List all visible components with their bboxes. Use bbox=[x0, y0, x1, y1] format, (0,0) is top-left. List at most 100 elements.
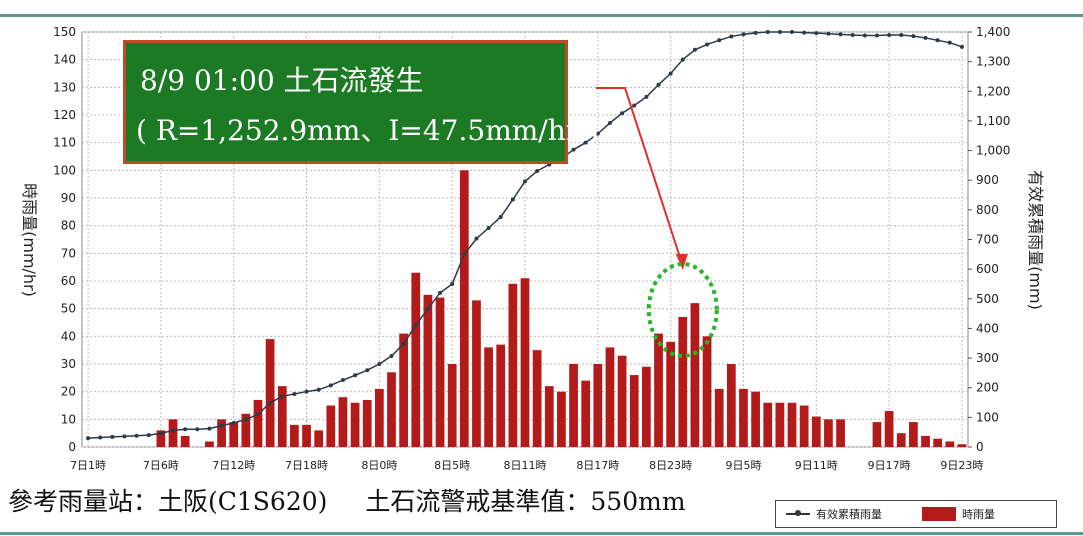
x-tick-label: 7日18時 bbox=[285, 459, 328, 472]
hourly-bar bbox=[557, 391, 566, 447]
hourly-bar bbox=[435, 297, 445, 447]
cumulative-point bbox=[814, 31, 819, 36]
cumulative-point bbox=[413, 323, 418, 328]
hourly-bar bbox=[642, 366, 651, 447]
cumulative-point bbox=[656, 82, 661, 87]
cumulative-point bbox=[474, 236, 479, 241]
legend-bar-swatch bbox=[922, 507, 956, 521]
cumulative-point bbox=[377, 362, 382, 366]
cumulative-point bbox=[887, 32, 892, 37]
hourly-bar bbox=[156, 430, 166, 447]
x-tick-label: 8日11時 bbox=[504, 459, 547, 472]
hourly-bar bbox=[702, 336, 712, 447]
hourly-rain-bars bbox=[156, 170, 967, 448]
hourly-bar bbox=[265, 339, 275, 447]
hourly-bar bbox=[326, 405, 336, 447]
cumulative-point bbox=[741, 32, 746, 37]
cumulative-point bbox=[462, 252, 467, 257]
cumulative-point bbox=[389, 353, 394, 358]
cumulative-point bbox=[316, 387, 321, 392]
cumulative-point bbox=[122, 434, 127, 439]
cumulative-point bbox=[498, 214, 503, 219]
y2-tick-label: 1,000 bbox=[976, 144, 1010, 158]
y-tick-label: 90 bbox=[61, 191, 76, 205]
hourly-bar bbox=[205, 441, 214, 447]
legend-cumulative-label: 有效累積雨量 bbox=[816, 508, 882, 521]
cumulative-point bbox=[328, 383, 333, 388]
y2-axis-ticks: 0 100 200 300 400 500 600 700 800 900 1,000 1,100 1,… bbox=[968, 25, 1010, 454]
hourly-bar bbox=[654, 333, 663, 447]
y-tick-label: 10 bbox=[61, 412, 76, 426]
cumulative-point bbox=[146, 433, 151, 438]
y2-tick-label: 800 bbox=[976, 203, 999, 217]
cumulative-point bbox=[753, 30, 758, 35]
cumulative-point bbox=[705, 42, 710, 47]
x-tick-label: 8日17時 bbox=[576, 459, 619, 472]
x-tick-label: 8日0時 bbox=[361, 459, 397, 472]
hourly-bar bbox=[362, 399, 372, 447]
y2-tick-label: 1,100 bbox=[976, 114, 1010, 128]
cumulative-point bbox=[110, 434, 115, 439]
y2-tick-label: 300 bbox=[976, 351, 999, 365]
cumulative-point bbox=[365, 368, 370, 373]
hourly-bar bbox=[957, 444, 967, 447]
y-tick-label: 50 bbox=[61, 302, 76, 316]
hourly-bar bbox=[666, 341, 676, 447]
x-tick-label: 7日12時 bbox=[212, 459, 255, 472]
x-axis-ticks: 7日1時 7日6時 7日12時 7日18時 8日0時 8日5時 8日11時 8日17時 8日23… bbox=[70, 459, 983, 472]
hourly-bar bbox=[593, 364, 603, 447]
hourly-bar bbox=[933, 438, 943, 447]
x-tick-label: 8日5時 bbox=[434, 459, 470, 472]
hourly-bar bbox=[787, 402, 797, 447]
hourly-bar bbox=[496, 344, 506, 447]
hourly-bar bbox=[714, 388, 724, 447]
cumulative-point bbox=[862, 33, 867, 38]
cumulative-point bbox=[911, 34, 916, 39]
hourly-bar bbox=[241, 413, 251, 447]
y-tick-label: 110 bbox=[53, 136, 76, 150]
cumulative-point bbox=[134, 433, 139, 438]
hourly-bar bbox=[775, 402, 785, 447]
hourly-bar bbox=[314, 430, 324, 447]
hourly-bar bbox=[629, 375, 639, 447]
hourly-bar bbox=[168, 419, 178, 447]
cumulative-point bbox=[583, 140, 588, 145]
hourly-bar bbox=[217, 419, 226, 447]
y2-tick-label: 0 bbox=[976, 440, 984, 454]
cumulative-point bbox=[231, 420, 236, 425]
cumulative-point bbox=[219, 423, 224, 428]
cumulative-rain-line bbox=[86, 30, 964, 441]
hourly-bar bbox=[605, 347, 615, 447]
y-tick-label: 20 bbox=[61, 385, 76, 399]
hourly-bar bbox=[678, 316, 688, 447]
hourly-bar bbox=[484, 347, 493, 447]
x-tick-label: 7日1時 bbox=[70, 459, 106, 472]
x-tick-label: 9日23時 bbox=[940, 459, 983, 472]
y-tick-label: 30 bbox=[61, 357, 76, 371]
hourly-bar bbox=[459, 170, 469, 448]
x-tick-label: 9日11時 bbox=[795, 459, 838, 472]
y-tick-label: 140 bbox=[53, 53, 76, 67]
hourly-bar bbox=[508, 283, 518, 447]
chart-footer: 參考雨量站：土阪(C1S620) 土石流警戒基準值：550mm bbox=[8, 482, 686, 518]
y-tick-label: 150 bbox=[53, 25, 76, 39]
cumulative-point bbox=[874, 33, 879, 38]
cumulative-point bbox=[838, 32, 843, 37]
y-tick-label: 80 bbox=[61, 219, 76, 233]
event-arrowhead bbox=[675, 254, 688, 270]
hourly-bar bbox=[411, 272, 421, 447]
y2-tick-label: 100 bbox=[976, 410, 999, 424]
hourly-bar bbox=[896, 433, 906, 447]
cumulative-point bbox=[632, 103, 637, 108]
hourly-bar bbox=[180, 435, 190, 447]
bottom-border bbox=[0, 532, 1083, 535]
cumulative-point bbox=[668, 71, 673, 76]
cumulative-point bbox=[777, 30, 782, 34]
hourly-bar bbox=[945, 441, 955, 447]
reference-station: 參考雨量站：土阪(C1S620) bbox=[8, 487, 328, 516]
hourly-bar bbox=[909, 422, 918, 447]
y2-tick-label: 1,400 bbox=[976, 25, 1010, 39]
y2-tick-label: 500 bbox=[976, 292, 999, 306]
hourly-bar bbox=[447, 364, 457, 447]
